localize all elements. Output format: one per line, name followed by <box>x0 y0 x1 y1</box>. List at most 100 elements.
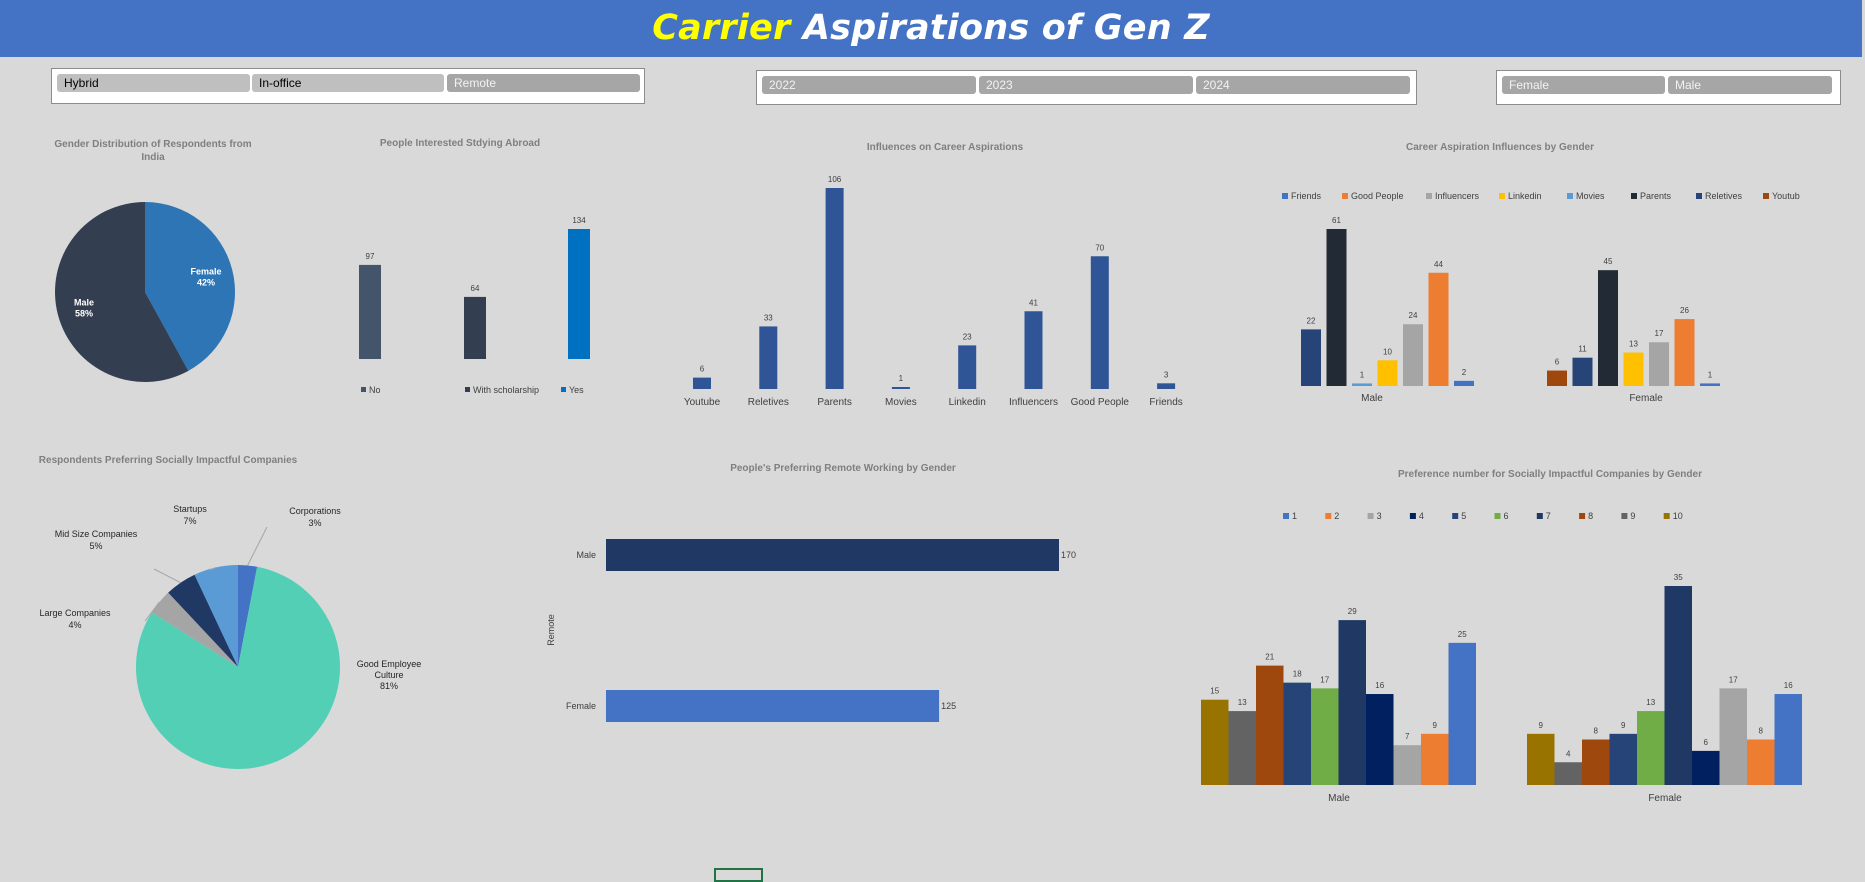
legend-item: 2 <box>1334 511 1339 521</box>
data-label: 23 <box>963 332 972 341</box>
slice-percent: 42% <box>197 277 215 287</box>
bar-with-scholarship <box>464 296 486 359</box>
group-label: Female <box>1629 393 1663 404</box>
slice-label: Female <box>191 266 222 276</box>
bar-male-pref-1 <box>1448 642 1476 785</box>
data-label: 18 <box>1293 670 1302 679</box>
legend-swatch <box>1342 193 1348 199</box>
bar-male-pref-9 <box>1228 711 1256 785</box>
legend-item: 6 <box>1504 511 1509 521</box>
slicer-item-hybrid[interactable]: Hybrid <box>57 74 250 92</box>
data-label: 7 <box>1405 732 1410 741</box>
data-label: 16 <box>1375 681 1384 690</box>
legend-swatch <box>1567 193 1573 199</box>
data-label: 8 <box>1594 727 1599 736</box>
bar-female-pref-3 <box>1719 688 1747 785</box>
data-label: 134 <box>572 216 586 225</box>
chart-title-line-2: India <box>141 152 165 163</box>
study-abroad-chart: People Interested Stdying Abroad 97 64 134 N… <box>359 138 590 395</box>
legend-item: 10 <box>1673 511 1683 521</box>
data-label: 29 <box>1348 607 1357 616</box>
slicer-item-2022[interactable]: 2022 <box>762 76 976 94</box>
legend-item: 4 <box>1419 511 1424 521</box>
bar-female-youtube <box>1547 370 1567 386</box>
bar-male-pref-6 <box>1311 688 1339 785</box>
title-rest: Aspirations of Gen Z <box>802 8 1210 48</box>
chart-title: People Interested Stdying Abroad <box>380 138 540 149</box>
bar-male-linkedin <box>1377 360 1398 386</box>
legend-item: Influencers <box>1435 191 1480 201</box>
legend-swatch <box>1283 513 1289 519</box>
data-label: 13 <box>1629 340 1638 349</box>
data-label: 6 <box>1555 358 1560 367</box>
legend-item: 8 <box>1588 511 1593 521</box>
influences-by-gender-chart: Career Aspiration Influences by Gender Fr… <box>1282 142 1800 404</box>
bar-female-pref-6 <box>1637 711 1665 785</box>
bar-female-pref-1 <box>1774 694 1802 785</box>
bar-female-pref-4 <box>1692 750 1720 785</box>
bar-male-pref-4 <box>1366 694 1394 785</box>
bar-female-reletives <box>1572 357 1593 386</box>
pie-slice-mid-size-companies <box>168 574 238 667</box>
data-label: 170 <box>1061 550 1076 560</box>
data-label: 125 <box>941 701 956 711</box>
data-label: 1 <box>1708 370 1713 379</box>
data-label: 13 <box>1646 698 1655 707</box>
pie-slice-corporations <box>238 565 258 667</box>
data-label: 64 <box>471 284 480 293</box>
data-label: 97 <box>366 252 375 261</box>
slice-percent: 81% <box>380 681 398 691</box>
data-label: 45 <box>1604 257 1613 266</box>
data-label: 8 <box>1759 727 1764 736</box>
bar-female <box>606 690 940 722</box>
bar-youtube <box>693 377 711 389</box>
slicer-item-2024[interactable]: 2024 <box>1196 76 1410 94</box>
legend-item: 3 <box>1377 511 1382 521</box>
bar-movies <box>891 387 910 389</box>
leader-line <box>247 526 268 566</box>
bar-female-friends <box>1700 383 1720 386</box>
data-label: 2 <box>1462 368 1467 377</box>
bar-male-friends <box>1454 380 1474 386</box>
year-slicer: 2022 2023 2024 <box>756 70 1417 105</box>
data-label: 22 <box>1307 316 1316 325</box>
pie-slice-good-employee-culture <box>135 566 340 769</box>
slice-percent: 4% <box>68 620 81 630</box>
data-label: 33 <box>764 313 773 322</box>
slicer-item-female[interactable]: Female <box>1502 76 1665 94</box>
bar-female-influencers <box>1649 342 1669 386</box>
data-label: 41 <box>1029 298 1038 307</box>
data-label: 13 <box>1238 698 1247 707</box>
bar-female-good-people <box>1674 319 1695 386</box>
bar-female-parents <box>1598 270 1618 386</box>
title-highlight-word: Carrier <box>652 8 791 48</box>
bar-female-pref-5 <box>1609 733 1637 785</box>
bar-female-pref-9 <box>1554 762 1582 785</box>
legend-swatch <box>1579 513 1586 519</box>
y-axis-label: Remote <box>546 614 556 646</box>
bar-male-pref-2 <box>1421 733 1449 785</box>
socially-impactful-chart: Respondents Preferring Socially Impactfu… <box>39 455 421 769</box>
bar-male-good-people <box>1428 272 1449 386</box>
slicer-item-in-office[interactable]: In-office <box>252 74 444 92</box>
bar-female-linkedin <box>1623 352 1644 386</box>
data-label: 24 <box>1409 311 1418 320</box>
bar-female-pref-10 <box>1527 733 1555 785</box>
data-label: 4 <box>1566 749 1571 758</box>
bar-male-pref-7 <box>1338 620 1366 785</box>
data-label: 21 <box>1265 653 1274 662</box>
slicer-item-remote[interactable]: Remote <box>447 74 640 92</box>
selected-cell[interactable] <box>714 868 763 882</box>
pie-slice-male <box>55 202 189 382</box>
slicer-item-2023[interactable]: 2023 <box>979 76 1193 94</box>
bar-male-reletives <box>1301 329 1321 386</box>
group-label: Female <box>1648 793 1682 804</box>
slicer-item-male[interactable]: Male <box>1668 76 1832 94</box>
legend-swatch <box>1282 193 1288 199</box>
preference-by-gender-chart: Preference number for Socially Impactful… <box>1201 469 1802 804</box>
data-label: 17 <box>1655 329 1664 338</box>
slice-percent: 3% <box>308 518 321 528</box>
slice-label: Startups <box>173 504 207 514</box>
legend-swatch <box>1763 193 1769 199</box>
bar-male-pref-5 <box>1283 682 1311 785</box>
